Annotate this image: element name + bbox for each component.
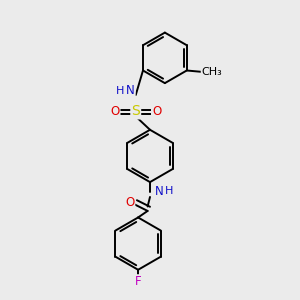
Text: CH₃: CH₃ [202,67,222,77]
Text: O: O [125,196,134,209]
Text: O: O [152,105,161,118]
Text: F: F [135,275,141,288]
Text: H: H [165,186,173,196]
Text: H: H [116,85,124,96]
Text: N: N [126,84,135,97]
Text: N: N [154,184,163,197]
Text: O: O [110,105,120,118]
Text: S: S [131,104,140,118]
